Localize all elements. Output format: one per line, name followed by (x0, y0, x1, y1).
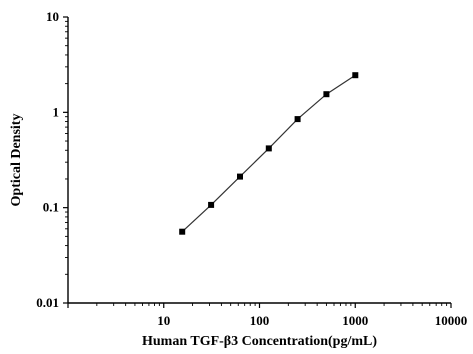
y-tick-label: 0.01 (36, 295, 59, 310)
y-tick-label: 1 (53, 104, 60, 119)
x-tick-label: 10 (157, 313, 170, 328)
y-tick-label: 10 (46, 9, 59, 24)
y-tick-label: 0.1 (43, 200, 59, 215)
data-point-marker (179, 228, 186, 235)
data-series (179, 72, 359, 235)
data-point-marker (323, 91, 330, 98)
x-axis-title: Human TGF-β3 Concentration(pg/mL) (142, 334, 377, 349)
x-tick-label: 10000 (435, 313, 468, 328)
data-point-marker (352, 72, 359, 79)
data-point-marker (265, 145, 272, 152)
data-point-marker (208, 201, 215, 208)
x-tick-label: 1000 (342, 313, 368, 328)
axes (67, 17, 451, 304)
data-point-marker (237, 173, 243, 180)
y-axis-ticks: 0.01 0.1 1 10 (36, 9, 68, 310)
data-point-marker (294, 116, 301, 123)
fitted-curve-line (181, 74, 356, 233)
y-axis-title: Optical Density (9, 114, 24, 207)
x-axis-ticks: 10 100 1000 10000 (67, 303, 468, 328)
x-tick-label: 100 (250, 313, 270, 328)
